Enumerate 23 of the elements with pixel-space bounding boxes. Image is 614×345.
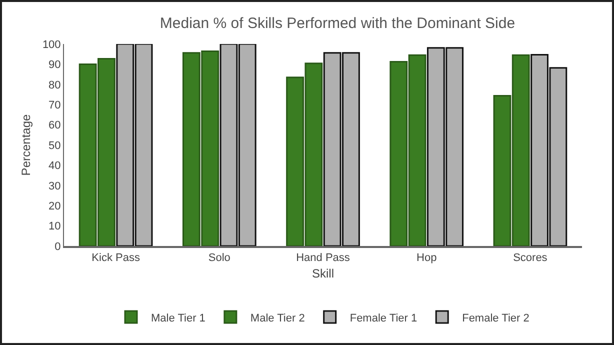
y-tick-label: 20 <box>48 200 61 212</box>
y-tick-label: 100 <box>42 38 61 51</box>
y-axis-title: Percentage <box>19 114 33 176</box>
y-tick-label: 70 <box>48 99 61 112</box>
x-tick-label: Kick Pass <box>92 252 140 264</box>
y-tick-label: 30 <box>48 180 61 192</box>
y-tick-label: 50 <box>48 140 61 152</box>
legend-label: Female Tier 2 <box>462 312 530 324</box>
y-tick-label: 10 <box>48 220 61 233</box>
x-axis-title: Skill <box>312 266 334 280</box>
y-tick-label: 90 <box>48 59 61 72</box>
legend-label: Male Tier 2 <box>250 312 305 324</box>
x-tick-label: Hop <box>416 252 437 264</box>
y-tick-label: 60 <box>48 120 61 132</box>
y-tick-label: 0 <box>54 240 61 253</box>
legend-label: Male Tier 1 <box>151 312 206 324</box>
legend-label: Female Tier 1 <box>350 312 418 324</box>
x-tick-label: Hand Pass <box>296 252 350 264</box>
y-tick-label: 80 <box>48 79 61 92</box>
y-tick-label: 40 <box>48 160 61 172</box>
x-tick-label: Solo <box>208 252 230 264</box>
x-tick-label: Scores <box>513 252 548 264</box>
chart-title: Median % of Skills Performed with the Dominant Side <box>160 14 516 32</box>
